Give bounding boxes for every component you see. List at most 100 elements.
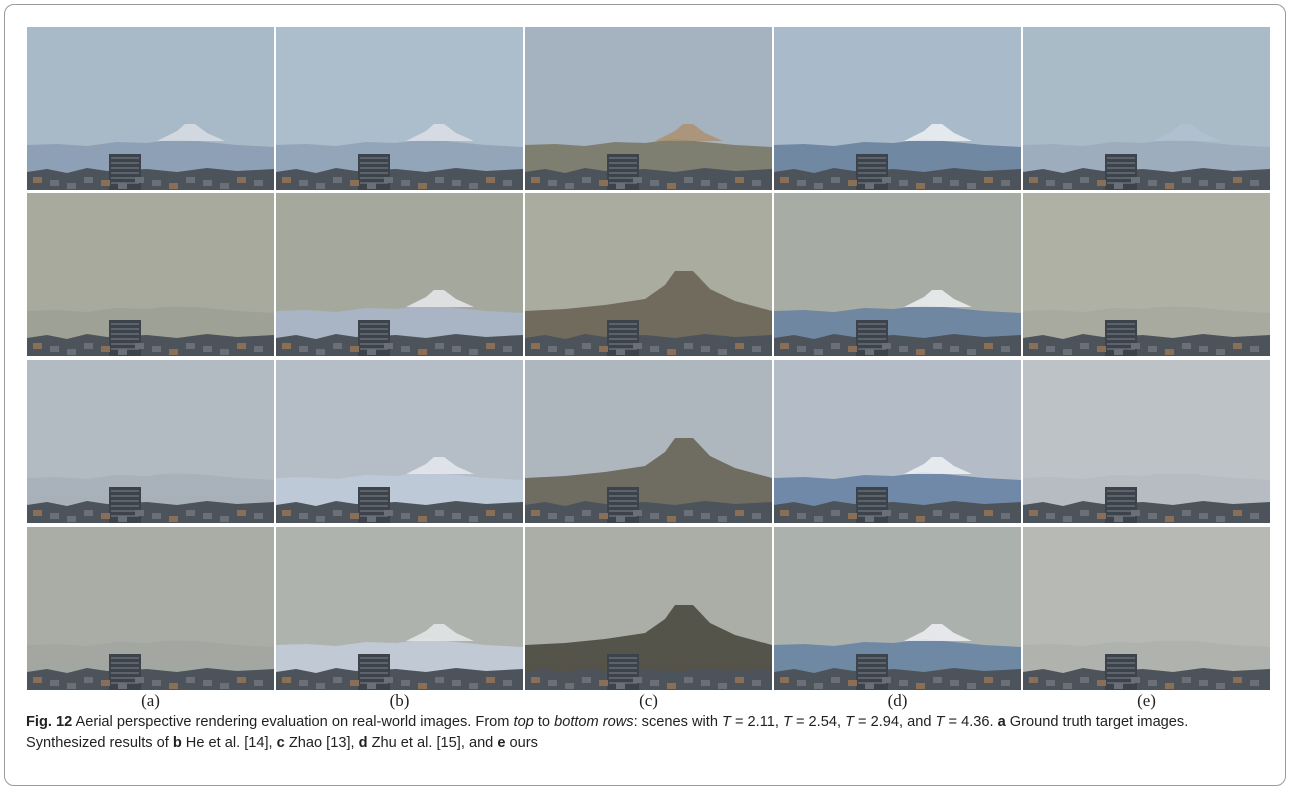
house [203, 513, 212, 519]
house [333, 177, 342, 183]
house [1216, 516, 1225, 522]
column-label: (b) [390, 691, 410, 710]
house [84, 510, 93, 516]
house [220, 683, 229, 689]
house [1250, 680, 1259, 686]
house [384, 343, 393, 349]
house [254, 680, 263, 686]
house [701, 180, 710, 186]
house [169, 183, 178, 189]
house [418, 183, 427, 189]
house [780, 677, 789, 683]
house [452, 680, 461, 686]
photo [276, 27, 523, 190]
house [735, 677, 744, 683]
house [1199, 680, 1208, 686]
house [152, 346, 161, 352]
house [101, 180, 110, 186]
house [548, 346, 557, 352]
house [633, 510, 642, 516]
house [667, 516, 676, 522]
house [50, 513, 59, 519]
house [282, 510, 291, 516]
house [452, 180, 461, 186]
house [548, 180, 557, 186]
house [633, 677, 642, 683]
house [531, 677, 540, 683]
house [882, 343, 891, 349]
house [1182, 677, 1191, 683]
house [882, 677, 891, 683]
house [1046, 680, 1055, 686]
column-label: (e) [1137, 691, 1156, 710]
photo [276, 360, 523, 523]
house [1216, 349, 1225, 355]
house [282, 343, 291, 349]
caption-text: top [514, 714, 534, 730]
house [1199, 513, 1208, 519]
house [1148, 513, 1157, 519]
house [152, 513, 161, 519]
house [950, 180, 959, 186]
house [1114, 349, 1123, 355]
house [984, 343, 993, 349]
house [531, 177, 540, 183]
house [797, 513, 806, 519]
house [333, 677, 342, 683]
caption-text: = 4.36. [944, 714, 997, 730]
caption-text: = 2.54, [792, 714, 845, 730]
house [882, 177, 891, 183]
house [1097, 180, 1106, 186]
house [684, 677, 693, 683]
house [50, 680, 59, 686]
house [848, 513, 857, 519]
house [299, 180, 308, 186]
house [780, 177, 789, 183]
house [684, 177, 693, 183]
house [1001, 346, 1010, 352]
house [882, 510, 891, 516]
house [101, 513, 110, 519]
house [1148, 346, 1157, 352]
house [548, 513, 557, 519]
house [752, 513, 761, 519]
house [984, 510, 993, 516]
house [1199, 180, 1208, 186]
house [718, 516, 727, 522]
house [282, 677, 291, 683]
house [169, 516, 178, 522]
house [469, 349, 478, 355]
house [831, 677, 840, 683]
house [633, 177, 642, 183]
house [865, 683, 874, 689]
house [1080, 343, 1089, 349]
house [701, 513, 710, 519]
house [135, 510, 144, 516]
house [435, 177, 444, 183]
house [848, 680, 857, 686]
house [1233, 177, 1242, 183]
house [169, 349, 178, 355]
house [118, 683, 127, 689]
house [718, 183, 727, 189]
photo [1023, 27, 1270, 190]
house [1165, 516, 1174, 522]
house [1233, 510, 1242, 516]
house [1182, 510, 1191, 516]
house [667, 683, 676, 689]
house [1001, 680, 1010, 686]
figure-caption: Fig. 12 Aerial perspective rendering eva… [26, 712, 1266, 754]
house [486, 677, 495, 683]
house [418, 349, 427, 355]
house [1029, 343, 1038, 349]
house [33, 343, 42, 349]
house [650, 346, 659, 352]
house [582, 510, 591, 516]
house [1216, 683, 1225, 689]
house [1250, 513, 1259, 519]
house [333, 510, 342, 516]
house [950, 680, 959, 686]
house [933, 510, 942, 516]
house [503, 346, 512, 352]
house [797, 180, 806, 186]
